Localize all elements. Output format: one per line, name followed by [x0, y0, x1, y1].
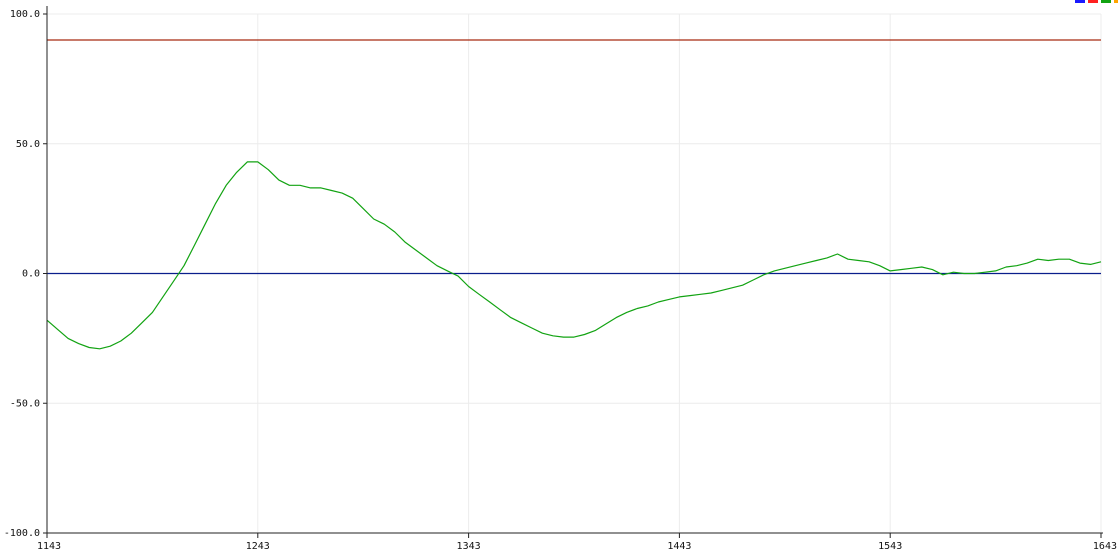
legend-swatch-2	[1101, 0, 1111, 3]
y-tick-label: 50.0	[16, 139, 40, 150]
x-tick-label: 1243	[246, 541, 270, 551]
series-line-2	[46, 161, 1102, 350]
y-tick-label: -50.0	[10, 398, 40, 409]
x-tick-label: 1643	[1093, 541, 1117, 551]
y-tick-label: -100.0	[4, 528, 40, 539]
x-tick-label: 1143	[37, 541, 61, 551]
y-tick-label: 0.0	[22, 269, 40, 280]
series-lines	[46, 39, 1102, 350]
x-tick-label: 1543	[878, 541, 902, 551]
axes	[43, 6, 1103, 538]
y-tick-label: 100.0	[10, 9, 40, 20]
x-tick-label: 1443	[667, 541, 691, 551]
legend-swatch-1	[1088, 0, 1098, 3]
legend-swatch-0	[1075, 0, 1085, 3]
legend	[1075, 0, 1118, 3]
legend-swatch-3	[1114, 0, 1118, 3]
x-tick-label: 1343	[457, 541, 481, 551]
tick-labels: 100.0 50.0 0.0 -50.0 -100.0 1143 1243 1343 1443 1…	[4, 9, 1117, 552]
